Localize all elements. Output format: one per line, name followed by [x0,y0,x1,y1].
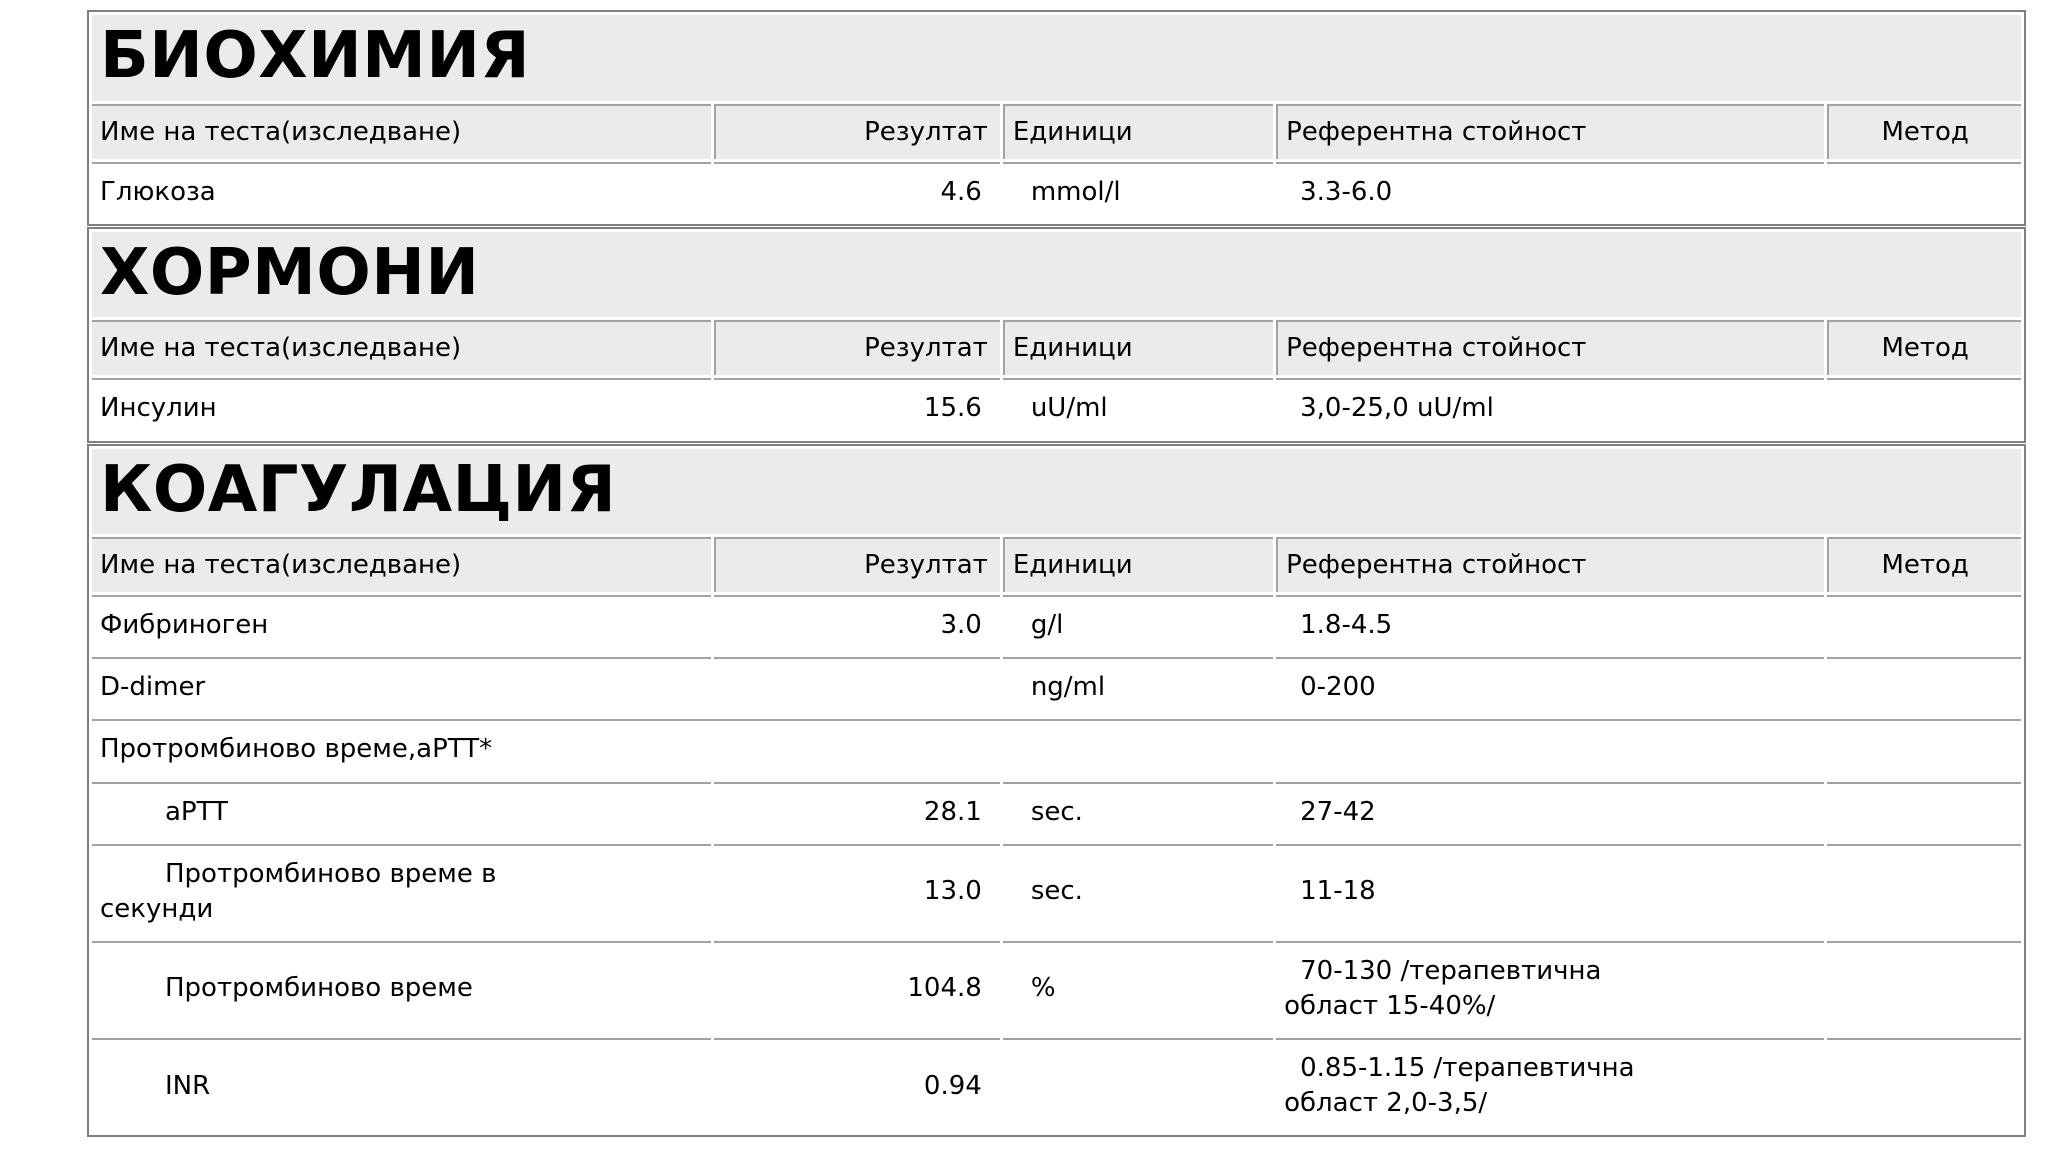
col-header-reference: Референтна стойност [1276,103,1825,159]
test-name: Протромбиново време в секунди [100,858,497,924]
test-name: INR [165,1070,211,1101]
test-name-cell: Фибриноген [92,595,712,654]
result-cell: 28.1 [714,781,1000,841]
units-cell: g/l [1002,595,1274,654]
reference-cell: 1.8-4.5 [1276,595,1825,654]
reference-cell: 0.85-1.15 /терапевтична област 2,0-3,5/ [1276,1038,1825,1132]
test-group-name-cell: Протромбиново време,aPTT* [92,719,2021,778]
result-cell: 0.94 [714,1038,1000,1132]
reference-cell: 0-200 [1276,657,1825,716]
col-header-result: Резултат [714,537,1000,593]
result-cell: 104.8 [714,940,1000,1035]
reference-cell: 3,0-25,0 uU/ml [1276,378,1825,437]
table-row: Протромбиново време 104.8 % 70-130 /тера… [92,940,2021,1035]
reference-cell: 27-42 [1276,781,1825,841]
column-header-row: Име на теста(изследване) Резултат Единиц… [92,537,2021,593]
method-cell [1827,781,2021,841]
units-cell: mmol/l [1002,161,1274,221]
test-name-cell: INR [92,1038,712,1132]
units-cell: ng/ml [1002,657,1274,716]
table-row-group-label: Протромбиново време,aPTT* [92,719,2021,778]
table-row: D-dimer ng/ml 0-200 [92,657,2021,716]
test-name: D-dimer [100,672,206,703]
result-cell [714,657,1000,716]
test-name-cell: Глюкоза [92,161,712,221]
col-header-method: Метод [1827,537,2021,593]
section-table-hormones: ХОРМОНИ Име на теста(изследване) Резулта… [87,226,2026,443]
col-header-result: Резултат [714,320,1000,376]
col-header-units: Единици [1002,537,1274,593]
column-header-row: Име на теста(изследване) Резултат Единиц… [92,103,2021,159]
test-name-cell: D-dimer [92,657,712,716]
table-row: Протромбиново време в секунди 13.0 sec. … [92,843,2021,938]
col-header-reference: Референтна стойност [1276,537,1825,593]
reference-cell: 11-18 [1276,843,1825,938]
col-header-method: Метод [1827,103,2021,159]
table-row: Глюкоза 4.6 mmol/l 3.3-6.0 [92,161,2021,221]
section-title: БИОХИМИЯ [92,15,2021,101]
table-row: aPTT 28.1 sec. 27-42 [92,781,2021,841]
section-table-coagulation: КОАГУЛАЦИЯ Име на теста(изследване) Резу… [87,443,2026,1138]
test-name-cell: Инсулин [92,378,712,437]
units-cell [1002,1038,1274,1132]
section-title-row: КОАГУЛАЦИЯ [92,448,2021,535]
method-cell [1827,595,2021,654]
units-cell: % [1002,940,1274,1035]
test-name: Глюкоза [100,176,216,207]
test-name: Инсулин [100,393,217,424]
col-header-reference: Референтна стойност [1276,320,1825,376]
result-cell: 3.0 [714,595,1000,654]
col-header-test-name: Име на теста(изследване) [92,103,712,159]
section-table-biochemistry: БИОХИМИЯ Име на теста(изследване) Резулт… [87,10,2026,226]
method-cell [1827,657,2021,716]
test-name-cell: aPTT [92,781,712,841]
section-title: КОАГУЛАЦИЯ [92,448,2021,535]
test-name: Протромбиново време [165,973,473,1004]
table-row: Фибриноген 3.0 g/l 1.8-4.5 [92,595,2021,654]
reference-value: 27-42 [1300,796,1376,827]
method-cell [1827,940,2021,1035]
reference-value: 3,0-25,0 uU/ml [1300,393,1494,424]
col-header-units: Единици [1002,103,1274,159]
method-cell [1827,378,2021,437]
column-header-row: Име на теста(изследване) Резултат Единиц… [92,320,2021,376]
reference-value: 0.85-1.15 /терапевтична област 2,0-3,5/ [1284,1053,1635,1119]
reference-value: 70-130 /терапевтична област 15-40%/ [1284,955,1602,1021]
col-header-test-name: Име на теста(изследване) [92,537,712,593]
result-cell: 4.6 [714,161,1000,221]
result-cell: 13.0 [714,843,1000,938]
units-cell: uU/ml [1002,378,1274,437]
col-header-method: Метод [1827,320,2021,376]
reference-cell: 70-130 /терапевтична област 15-40%/ [1276,940,1825,1035]
reference-value: 0-200 [1300,672,1376,703]
reference-value: 11-18 [1300,876,1376,907]
section-title-row: БИОХИМИЯ [92,15,2021,101]
units-cell: sec. [1002,843,1274,938]
col-header-units: Единици [1002,320,1274,376]
section-title: ХОРМОНИ [92,231,2021,318]
units-cell: sec. [1002,781,1274,841]
reference-value: 1.8-4.5 [1300,610,1393,641]
method-cell [1827,1038,2021,1132]
section-title-row: ХОРМОНИ [92,231,2021,318]
test-name: aPTT [165,796,228,827]
col-header-test-name: Име на теста(изследване) [92,320,712,376]
reference-cell: 3.3-6.0 [1276,161,1825,221]
table-row: INR 0.94 0.85-1.15 /терапевтична област … [92,1038,2021,1132]
test-name: Фибриноген [100,610,269,641]
result-cell: 15.6 [714,378,1000,437]
method-cell [1827,161,2021,221]
test-name-cell: Протромбиново време [92,940,712,1035]
method-cell [1827,843,2021,938]
test-name-cell: Протромбиново време в секунди [92,843,712,938]
col-header-result: Резултат [714,103,1000,159]
reference-value: 3.3-6.0 [1300,176,1393,207]
table-row: Инсулин 15.6 uU/ml 3,0-25,0 uU/ml [92,378,2021,437]
